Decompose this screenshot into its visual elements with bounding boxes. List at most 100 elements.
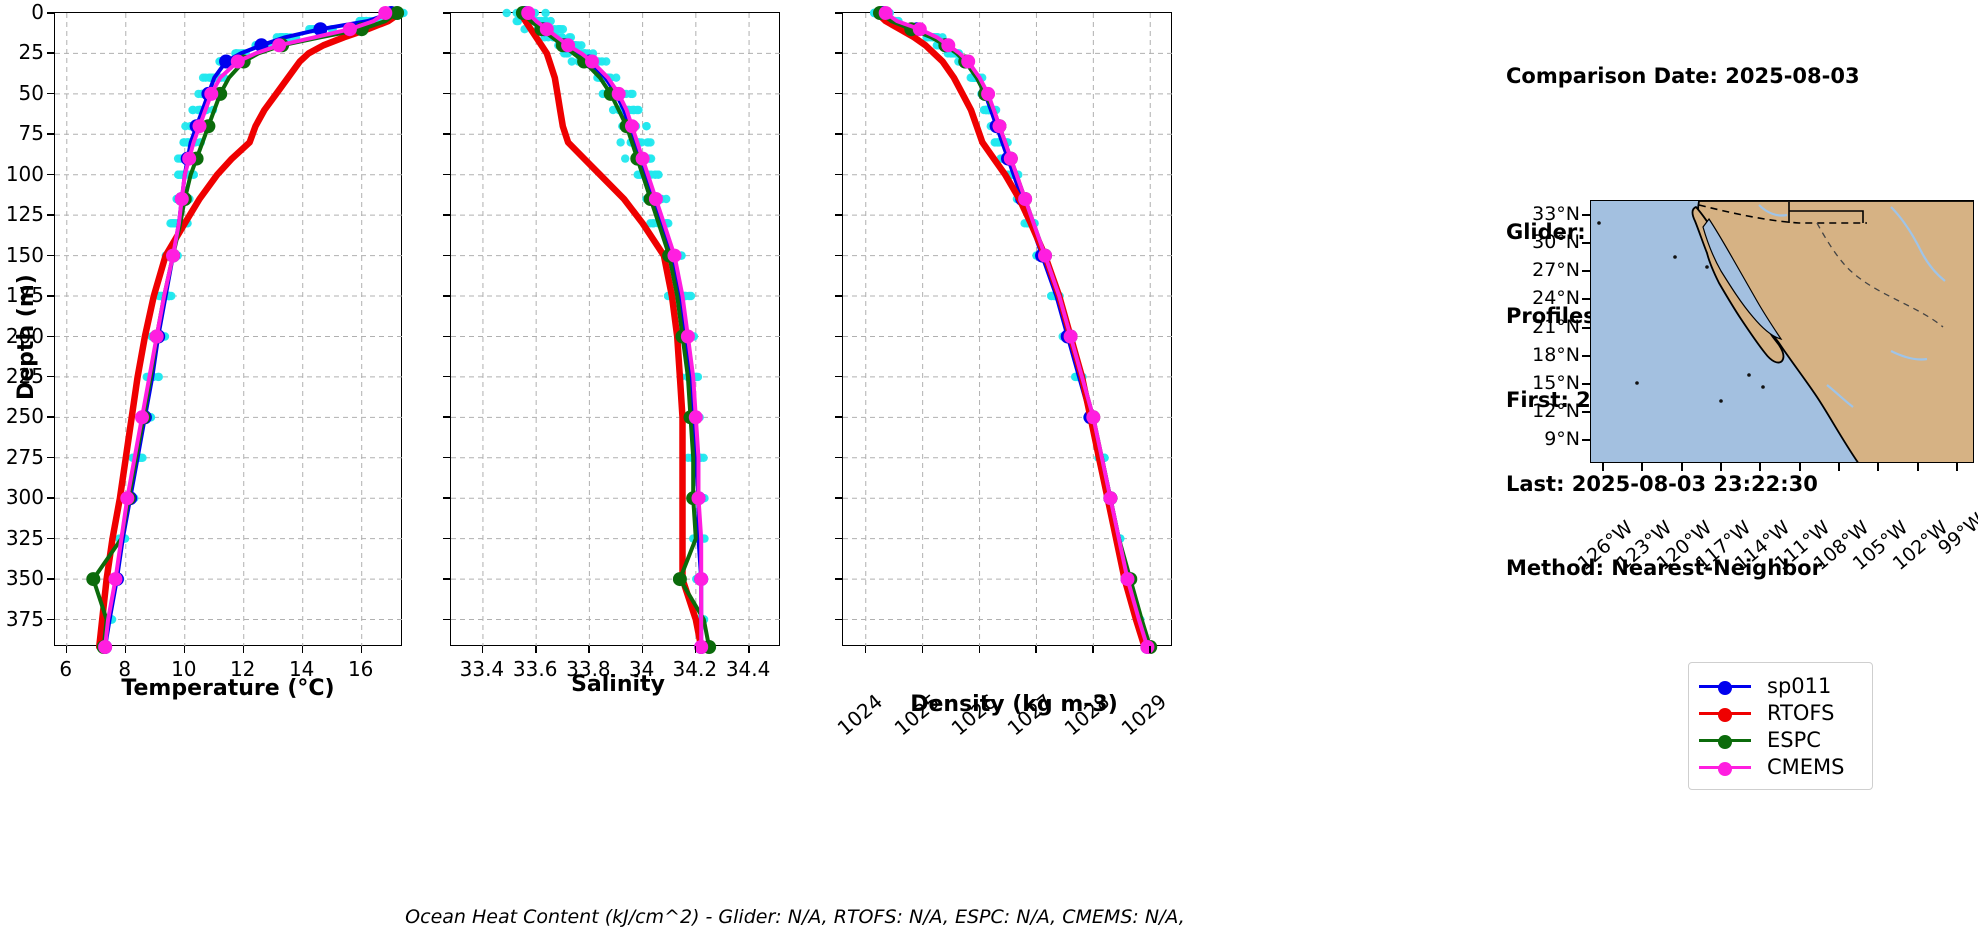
island-marker-1 [1705,265,1709,269]
island-marker-3 [1761,385,1765,389]
density-tick-label: 1029 [1116,689,1172,741]
series-marker-cmems [1038,248,1052,263]
depth-tickmark [835,52,842,54]
depth-tick-label: 150 [5,242,44,267]
map-lat-tickmark [1582,326,1590,329]
legend-swatch [1699,759,1751,776]
density-tickmark [921,646,924,653]
depth-tickmark [443,456,450,459]
series-marker-cmems [694,572,709,587]
map-lon-tickmark [1877,463,1880,471]
series-marker-sp011 [219,54,234,69]
legend-swatch [1699,732,1751,749]
ocean-heat-content-caption: Ocean Heat Content (kJ/cm^2) - Glider: N… [405,906,1185,928]
depth-tickmark [47,375,54,378]
map-lon-tickmark [1838,463,1840,471]
temperature-plot-area [55,6,408,654]
salinity-plot-area [451,6,781,654]
series-line-rtofs [95,9,404,651]
legend-entry-cmems[interactable]: CMEMS [1699,753,1856,780]
depth-tickmark [443,173,450,176]
depth-tick-label: 125 [5,202,44,227]
international-border [1698,204,1867,224]
temperature-panel [54,6,408,654]
salinity-axis-title: Salinity [571,672,665,697]
depth-tickmark [835,295,842,297]
depth-tickmark [443,214,450,216]
depth-tick-label: 200 [5,323,44,348]
island-marker-6 [1597,221,1601,225]
salinity-tick-label: 33.6 [512,657,558,681]
depth-tickmark [47,254,54,257]
series-marker-cmems [1003,151,1018,166]
series-legend: sp011 RTOFS ESPC CMEMS [1688,662,1873,790]
map-lon-tickmark [1641,463,1644,471]
info-spacer [1506,146,1860,162]
map-lat-tickmark [1582,214,1590,217]
series-marker-cmems [342,22,357,37]
comparison-date-line: Comparison Date: 2025-08-03 [1506,64,1860,88]
density-tickmark [1035,646,1037,653]
series-marker-cmems [611,86,626,101]
map-lat-tickmark [1582,298,1590,301]
map-lat-label: 15°N [1532,371,1580,394]
map-lat-tickmark [1582,270,1590,273]
map-lon-tickmark [1798,463,1801,471]
map-lat-tickmark [1582,354,1590,357]
series-marker-cmems [648,192,663,206]
series-marker-cmems [961,54,976,69]
depth-tickmark [443,92,450,95]
state-boundary-dashed [1816,222,1944,328]
series-marker-cmems [166,248,180,263]
legend-entry-rtofs[interactable]: RTOFS [1699,699,1856,726]
depth-tickmark [47,537,54,540]
depth-tick-label: 225 [5,363,44,388]
map-lat-label: 12°N [1532,400,1580,422]
salinity-tick-label: 33.8 [566,657,611,681]
legend-label: RTOFS [1767,700,1835,725]
depth-tickmark [835,375,842,378]
series-marker-cmems [378,6,393,20]
depth-tickmark [835,537,842,540]
series-marker-cmems [1063,329,1078,344]
temperature-tickmark [301,646,304,653]
series-line-rtofs [873,9,1148,651]
depth-tickmark [47,578,54,580]
map-lon-tickmark [1720,463,1722,471]
series-marker-cmems [182,151,197,166]
depth-tickmark [835,497,842,499]
temperature-tickmark [360,646,363,653]
island-marker-5 [1635,381,1639,385]
method-line: Method: Nearest-Neighbor [1506,556,1822,580]
depth-tick-label: 325 [5,525,44,550]
series-marker-cmems [680,329,695,344]
depth-tickmark [835,92,842,95]
depth-tickmark [47,214,54,216]
series-marker-cmems [108,572,123,587]
temperature-tickmark [124,646,127,653]
depth-tickmark [47,52,54,54]
legend-entry-sp011[interactable]: sp011 [1699,672,1856,699]
density-tickmark [1149,646,1151,653]
map-lon-tickmark [1916,463,1919,471]
series-marker-cmems [992,119,1007,134]
river-4 [1826,384,1854,408]
map-lat-label: 21°N [1532,315,1580,338]
series-marker-cmems [625,119,639,134]
series-marker-cmems [635,151,650,166]
depth-tickmark [835,335,842,338]
depth-tick-label: 300 [5,485,44,510]
depth-tickmark [443,416,450,418]
depth-tick-label: 100 [5,161,44,186]
location-map [1590,200,1974,463]
series-line-espc [91,11,400,649]
island-marker-4 [1719,399,1723,403]
depth-tick-label: 375 [5,606,44,631]
legend-entry-espc[interactable]: ESPC [1699,726,1856,753]
series-marker-cmems [539,22,554,37]
density-tickmark [1092,646,1094,653]
depth-tickmark [47,12,54,14]
river-2 [1890,206,1946,282]
depth-axis-title: Depth (m) [14,274,39,400]
